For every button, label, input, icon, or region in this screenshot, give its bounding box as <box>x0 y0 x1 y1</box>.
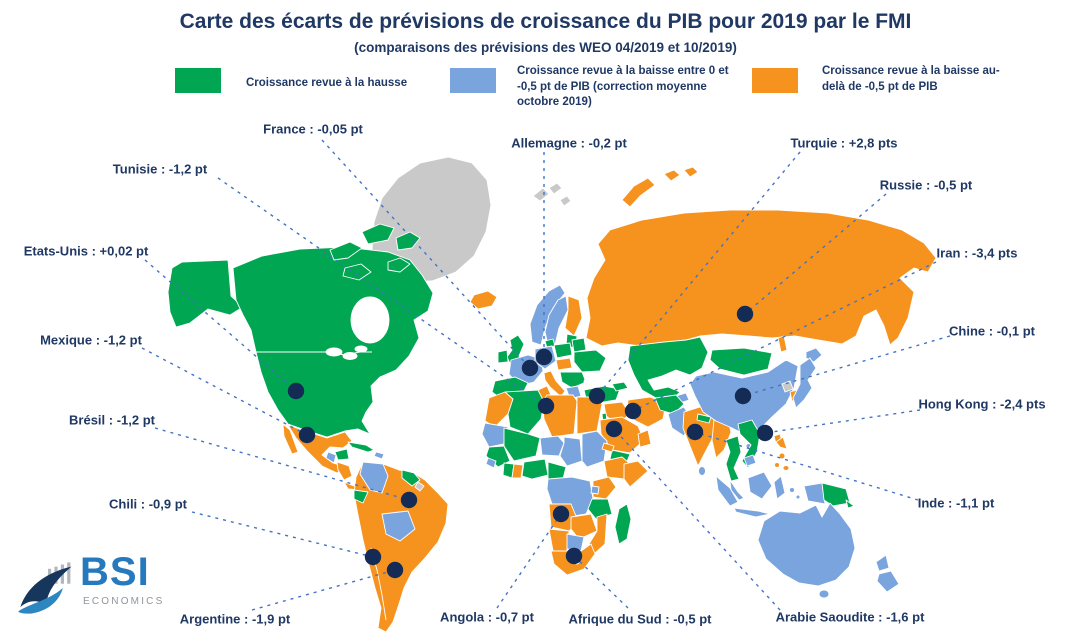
legend-label-green: Croissance revue à la hausse <box>246 77 408 89</box>
country-label-allemagne: Allemagne : -0,2 pt <box>511 135 627 151</box>
legend-swatch-blue <box>450 68 496 93</box>
country-label-afrique-du-sud: Afrique du Sud : -0,5 pt <box>568 611 712 627</box>
region-madagascar <box>614 503 632 545</box>
country-label-france: France : -0,05 pt <box>263 121 363 137</box>
country-label-inde: Inde : -1,1 pt <box>917 495 995 511</box>
country-label-chine: Chine : -0,1 pt <box>949 323 1035 339</box>
bsi-logo: BSI ECONOMICS <box>16 550 176 622</box>
page-title: Carte des écarts de prévisions de croiss… <box>179 10 912 33</box>
country-label-br-sil: Brésil : -1,2 pt <box>69 412 155 428</box>
page-subtitle: (comparaisons des prévisions des WEO 04/… <box>354 40 737 55</box>
country-label-arabie-saoudite: Arabie Saoudite : -1,6 pt <box>775 609 925 625</box>
region-alaska <box>167 259 244 328</box>
country-label-tunisie: Tunisie : -1,2 pt <box>112 161 208 177</box>
country-label-turquie: Turquie : +2,8 pts <box>790 135 898 151</box>
country-label-russie: Russie : -0,5 pt <box>879 177 973 193</box>
bsi-logo-swoosh-icon <box>18 562 72 614</box>
country-label-hong-kong: Hong Kong : -2,4 pts <box>918 396 1046 412</box>
region-russia <box>585 209 937 347</box>
region-png <box>821 482 851 507</box>
country-label-mexique: Mexique : -1,2 pt <box>40 332 142 348</box>
legend-label-blue: Croissance revue à la baisse entre 0 et … <box>517 65 729 109</box>
region-algeria <box>504 389 546 435</box>
country-label-argentine: Argentine : -1,9 pt <box>179 611 291 627</box>
country-label-etats-unis: Etats-Unis : +0,02 pt <box>23 243 149 259</box>
region-mongolia <box>709 347 773 376</box>
country-label-chili: Chili : -0,9 pt <box>109 496 187 512</box>
legend-swatch-orange <box>752 68 798 93</box>
bsi-logo-subtext: ECONOMICS <box>83 596 165 607</box>
legend-swatch-green <box>175 68 221 93</box>
bsi-logo-text: BSI <box>80 550 150 594</box>
country-label-angola: Angola : -0,7 pt <box>440 609 534 625</box>
legend-label-orange: Croissance revue à la baisse au-delà de … <box>822 65 1000 93</box>
country-label-iran: Iran : -3,4 pts <box>936 245 1018 261</box>
region-australia <box>757 502 856 587</box>
region-canada-usa <box>232 246 434 438</box>
